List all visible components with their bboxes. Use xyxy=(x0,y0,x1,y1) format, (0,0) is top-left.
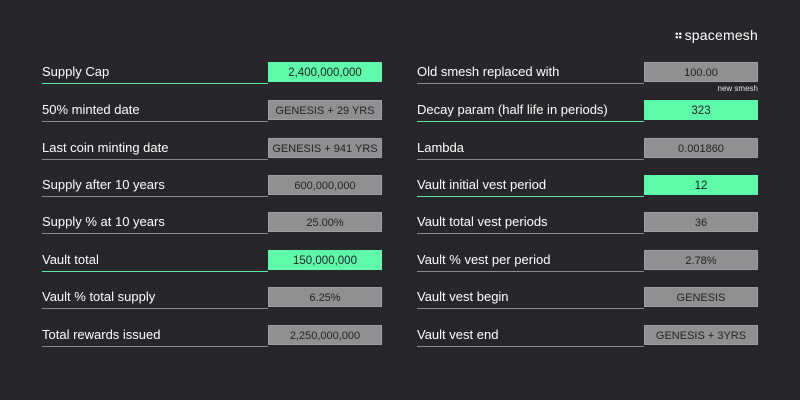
param-value-field[interactable]: 150,000,000 xyxy=(268,250,382,270)
param-row-decay-param-half-life-in-periods: Decay param (half life in periods) 323 xyxy=(417,100,758,122)
param-value-field[interactable]: 6.25% xyxy=(268,287,382,307)
param-value-field[interactable]: 36 xyxy=(644,212,758,232)
param-value-unit: new smesh xyxy=(717,84,758,93)
param-row-last-coin-minting-date: Last coin minting date GENESIS + 941 YRS xyxy=(42,138,382,160)
param-label: Vault vest begin xyxy=(417,289,509,304)
param-row-vault-vest-per-period: Vault % vest per period 2.78% xyxy=(417,250,758,272)
underline-divider xyxy=(417,271,644,272)
underline-divider xyxy=(417,308,644,309)
param-label: 50% minted date xyxy=(42,102,140,117)
underline-divider xyxy=(417,121,644,122)
brand-name: spacemesh xyxy=(684,27,758,43)
underline-divider xyxy=(42,346,268,347)
param-row-total-rewards-issued: Total rewards issued 2,250,000,000 xyxy=(42,325,382,347)
underline-divider xyxy=(42,83,268,84)
param-row-supply-at-10-years: Supply % at 10 years 25.00% xyxy=(42,212,382,234)
underline-divider xyxy=(42,196,268,197)
param-label: Decay param (half life in periods) xyxy=(417,102,608,117)
param-label: Supply after 10 years xyxy=(42,177,165,192)
brand-logo: spacemesh xyxy=(674,27,758,43)
param-label: Vault % vest per period xyxy=(417,252,551,267)
underline-divider xyxy=(42,121,268,122)
param-value-field[interactable]: 100.00 xyxy=(644,62,758,82)
param-value-field[interactable]: GENESIS + 3YRS xyxy=(644,325,758,345)
param-row-vault-vest-begin: Vault vest begin GENESIS xyxy=(417,287,758,309)
underline-divider xyxy=(42,271,268,272)
underline-divider xyxy=(417,159,644,160)
param-row-supply-after-10-years: Supply after 10 years 600,000,000 xyxy=(42,175,382,197)
param-value-field[interactable]: GENESIS + 29 YRS xyxy=(268,100,382,120)
param-row-vault-initial-vest-period: Vault initial vest period 12 xyxy=(417,175,758,197)
underline-divider xyxy=(42,159,268,160)
param-row-lambda: Lambda 0.001860 xyxy=(417,138,758,160)
param-label: Vault % total supply xyxy=(42,289,156,304)
param-label: Vault total vest periods xyxy=(417,214,548,229)
param-value-field[interactable]: 2,400,000,000 xyxy=(268,62,382,82)
param-label: Vault vest end xyxy=(417,327,499,342)
param-label: Last coin minting date xyxy=(42,140,169,155)
param-row-supply-cap: Supply Cap 2,400,000,000 xyxy=(42,62,382,84)
param-value-field[interactable]: 600,000,000 xyxy=(268,175,382,195)
param-label: Supply % at 10 years xyxy=(42,214,165,229)
param-value-field[interactable]: 323 xyxy=(644,100,758,120)
underline-divider xyxy=(42,233,268,234)
underline-divider xyxy=(417,346,644,347)
param-row-50-minted-date: 50% minted date GENESIS + 29 YRS xyxy=(42,100,382,122)
param-value-field[interactable]: 25.00% xyxy=(268,212,382,232)
param-row-vault-vest-end: Vault vest end GENESIS + 3YRS xyxy=(417,325,758,347)
param-label: Supply Cap xyxy=(42,64,110,79)
param-label: Total rewards issued xyxy=(42,327,161,342)
param-label: Lambda xyxy=(417,140,464,155)
param-label: Vault total xyxy=(42,252,99,267)
param-row-vault-total: Vault total 150,000,000 xyxy=(42,250,382,272)
param-label: Vault initial vest period xyxy=(417,177,547,192)
param-value-field[interactable]: 2.78% xyxy=(644,250,758,270)
param-value-field[interactable]: 0.001860 xyxy=(644,138,758,158)
param-value-field[interactable]: 12 xyxy=(644,175,758,195)
underline-divider xyxy=(417,233,644,234)
param-row-vault-total-supply: Vault % total supply 6.25% xyxy=(42,287,382,309)
underline-divider xyxy=(42,308,268,309)
param-row-old-smesh-replaced-with: Old smesh replaced with 100.00 new smesh xyxy=(417,62,758,93)
underline-divider xyxy=(417,196,644,197)
param-label: Old smesh replaced with xyxy=(417,64,560,79)
param-value-field[interactable]: 2,250,000,000 xyxy=(268,325,382,345)
logo-mark-icon xyxy=(674,31,682,39)
param-value-field[interactable]: GENESIS xyxy=(644,287,758,307)
param-value-field[interactable]: GENESIS + 941 YRS xyxy=(268,138,382,158)
param-row-vault-total-vest-periods: Vault total vest periods 36 xyxy=(417,212,758,234)
underline-divider xyxy=(417,83,644,84)
